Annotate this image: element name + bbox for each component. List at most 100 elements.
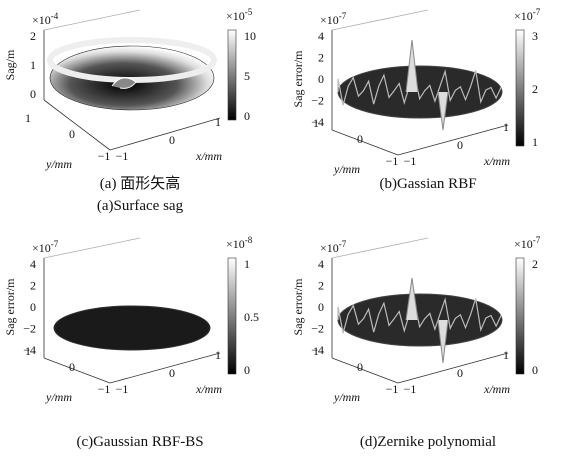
y-tick-label: −1 bbox=[98, 382, 111, 396]
colorbar-tick-label: 2 bbox=[532, 257, 538, 271]
y-axis bbox=[43, 99, 111, 151]
z-tick-label: 4 bbox=[318, 257, 324, 271]
y-tick-label: −1 bbox=[386, 382, 399, 396]
y-tick-label: 1 bbox=[313, 116, 319, 130]
colorbar-tick-label: 0 bbox=[244, 363, 250, 377]
y-tick-label: 0 bbox=[357, 360, 363, 374]
y-tick-label: −1 bbox=[98, 149, 111, 163]
z-tick-label: 1 bbox=[30, 58, 36, 72]
exponent-power: -7 bbox=[51, 239, 59, 249]
z-tick-label: 2 bbox=[30, 279, 36, 293]
x-tick-label: 0 bbox=[457, 366, 463, 380]
x-axis bbox=[109, 117, 221, 151]
caption: (c)Gaussian RBF-BS bbox=[76, 434, 203, 450]
z-axis-label: Sag/m bbox=[3, 49, 17, 80]
exponent-base: ×10 bbox=[514, 9, 533, 23]
z-tick-label: −2 bbox=[311, 322, 324, 336]
z-axis-label: Sag error/m bbox=[3, 278, 17, 336]
y-tick-label: 0 bbox=[69, 127, 75, 141]
exponent-power: -4 bbox=[51, 11, 59, 21]
x-tick-label: 1 bbox=[503, 348, 509, 362]
colorbar-tick-label: 1 bbox=[244, 257, 250, 271]
z-tick-label: 2 bbox=[318, 279, 324, 293]
y-tick-label: 1 bbox=[313, 344, 319, 358]
y-tick-label: 1 bbox=[25, 111, 31, 125]
x-tick-label: −1 bbox=[116, 149, 129, 163]
z-tick-label: 2 bbox=[30, 29, 36, 43]
exponent-power: -7 bbox=[339, 11, 347, 21]
z-tick-label: 4 bbox=[30, 257, 36, 271]
surface-spike bbox=[405, 39, 449, 131]
y-tick-label: 0 bbox=[357, 132, 363, 146]
exponent: ×10-7 bbox=[32, 239, 59, 255]
x-tick-label: 1 bbox=[215, 115, 221, 129]
surface-swirl bbox=[111, 77, 137, 89]
back-axis bbox=[331, 237, 429, 259]
z-axis-label: Sag error/m bbox=[291, 278, 305, 336]
exponent-power: -7 bbox=[339, 239, 347, 249]
exponent-power: -7 bbox=[533, 7, 541, 17]
exponent: ×10-7 bbox=[320, 239, 347, 255]
x-tick-label: −1 bbox=[404, 154, 417, 168]
x-axis bbox=[397, 352, 509, 384]
exponent: ×10-7 bbox=[320, 11, 347, 27]
colorbar bbox=[227, 257, 237, 375]
surface bbox=[53, 305, 211, 351]
z-tick-label: 0 bbox=[30, 87, 36, 101]
colorbar-tick-label: 0 bbox=[244, 109, 250, 123]
y-tick-label: −1 bbox=[386, 154, 399, 168]
surface-spike bbox=[405, 277, 449, 364]
exponent: ×10-4 bbox=[32, 11, 59, 27]
z-tick-label: 4 bbox=[318, 29, 324, 43]
exponent-power: -7 bbox=[533, 235, 541, 245]
x-axis-label: x/mm bbox=[483, 154, 510, 168]
y-axis-label: y/mm bbox=[45, 157, 72, 171]
exponent: ×10-8 bbox=[226, 235, 253, 251]
caption: (d)Zernike polynomial bbox=[360, 434, 496, 450]
exponent-base: ×10 bbox=[32, 13, 51, 27]
y-axis bbox=[331, 357, 399, 384]
colorbar-tick-label: 1 bbox=[532, 135, 538, 149]
y-tick-label: 0 bbox=[69, 360, 75, 374]
y-axis bbox=[43, 357, 111, 384]
back-axis bbox=[331, 9, 429, 31]
colorbar-tick-label: 10 bbox=[244, 29, 256, 43]
x-axis-label: x/mm bbox=[483, 382, 510, 396]
y-axis-label: y/mm bbox=[45, 390, 72, 404]
caption: (b)Gassian RBF bbox=[379, 176, 476, 192]
exponent-base: ×10 bbox=[320, 13, 339, 27]
z-tick-label: −4 bbox=[311, 343, 324, 357]
exponent: ×10-5 bbox=[226, 7, 253, 23]
caption: (a)Surface sag bbox=[97, 198, 184, 214]
x-tick-label: 0 bbox=[169, 366, 175, 380]
back-axis bbox=[43, 237, 141, 259]
x-axis bbox=[397, 124, 509, 156]
exponent-power: -8 bbox=[245, 235, 253, 245]
z-tick-label: −4 bbox=[311, 115, 324, 129]
exponent-power: -5 bbox=[245, 7, 253, 17]
x-axis-label: x/mm bbox=[195, 149, 222, 163]
x-tick-label: −1 bbox=[116, 382, 129, 396]
z-axis-label: Sag error/m bbox=[291, 50, 305, 108]
z-tick-label: 0 bbox=[318, 72, 324, 86]
z-tick-label: 0 bbox=[318, 300, 324, 314]
colorbar-tick-label: 5 bbox=[244, 69, 250, 83]
colorbar-tick-label: 0.5 bbox=[244, 310, 259, 324]
exponent-base: ×10 bbox=[226, 9, 245, 23]
colorbar-tick-label: 2 bbox=[532, 82, 538, 96]
exponent-base: ×10 bbox=[32, 241, 51, 255]
exponent-base: ×10 bbox=[320, 241, 339, 255]
y-axis-label: y/mm bbox=[333, 390, 360, 404]
y-tick-label: 1 bbox=[25, 344, 31, 358]
back-axis bbox=[43, 9, 141, 31]
colorbar bbox=[227, 29, 237, 121]
exponent: ×10-7 bbox=[514, 7, 541, 23]
z-tick-label: −2 bbox=[311, 94, 324, 108]
colorbar bbox=[515, 29, 525, 147]
x-axis-label: x/mm bbox=[195, 382, 222, 396]
z-tick-label: −2 bbox=[23, 322, 36, 336]
